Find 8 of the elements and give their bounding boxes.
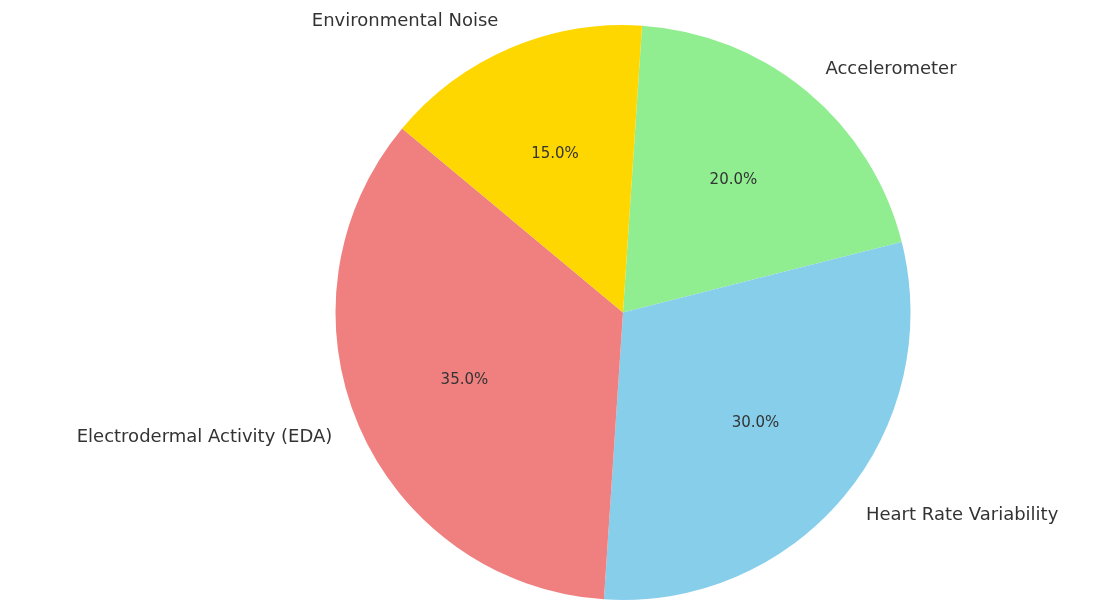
- data-label: 15.0%: [531, 143, 579, 162]
- data-label: 20.0%: [709, 169, 758, 188]
- slice-label: Heart Rate Variability: [865, 502, 1059, 524]
- data-label: 30.0%: [731, 412, 780, 431]
- slice-label: Accelerometer: [825, 57, 958, 79]
- slice-label: Electrodermal Activity (EDA): [76, 424, 333, 446]
- slice-label: Environmental Noise: [311, 9, 499, 31]
- data-label: 35.0%: [440, 370, 489, 389]
